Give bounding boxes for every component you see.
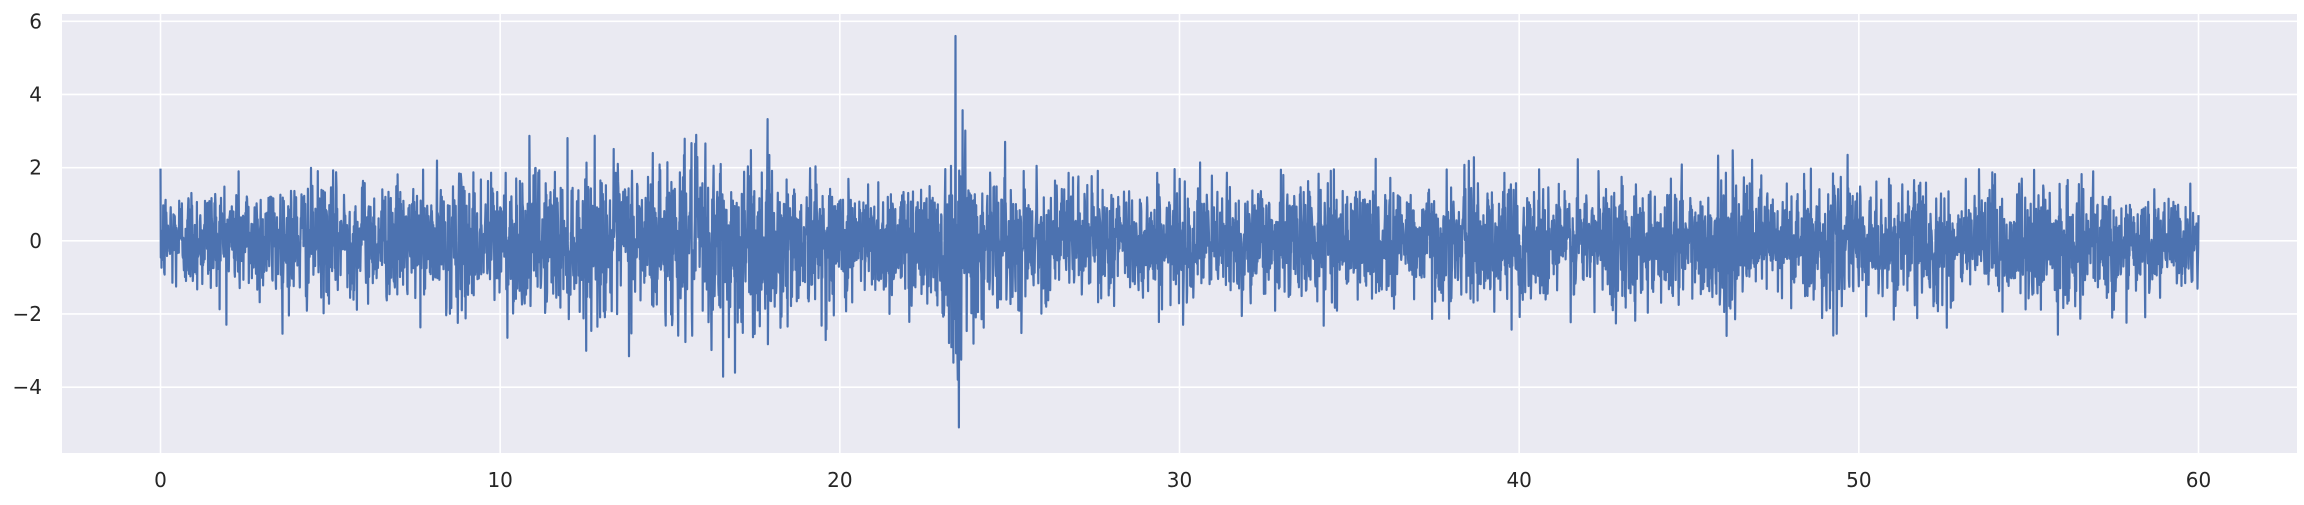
y-tick-label: 6 (29, 9, 42, 33)
signal-series-line (159, 34, 2200, 429)
x-tick-label: 10 (487, 468, 512, 492)
y-tick-label: 2 (29, 156, 42, 180)
x-tick-label: 0 (154, 468, 167, 492)
y-tick-label: 0 (29, 229, 42, 253)
y-tick-label: −2 (13, 302, 42, 326)
x-tick-label: 30 (1167, 468, 1192, 492)
x-tick-label: 50 (1846, 468, 1871, 492)
x-axis-ticks: 0 10 20 30 40 50 60 (154, 468, 2211, 492)
y-tick-label: −4 (13, 375, 42, 399)
series-layer (159, 34, 2200, 429)
y-tick-label: 4 (29, 82, 42, 106)
y-axis-ticks: −4 −2 0 2 4 6 (13, 9, 42, 399)
x-tick-label: 60 (2186, 468, 2211, 492)
x-tick-label: 40 (1506, 468, 1531, 492)
x-tick-label: 20 (827, 468, 852, 492)
